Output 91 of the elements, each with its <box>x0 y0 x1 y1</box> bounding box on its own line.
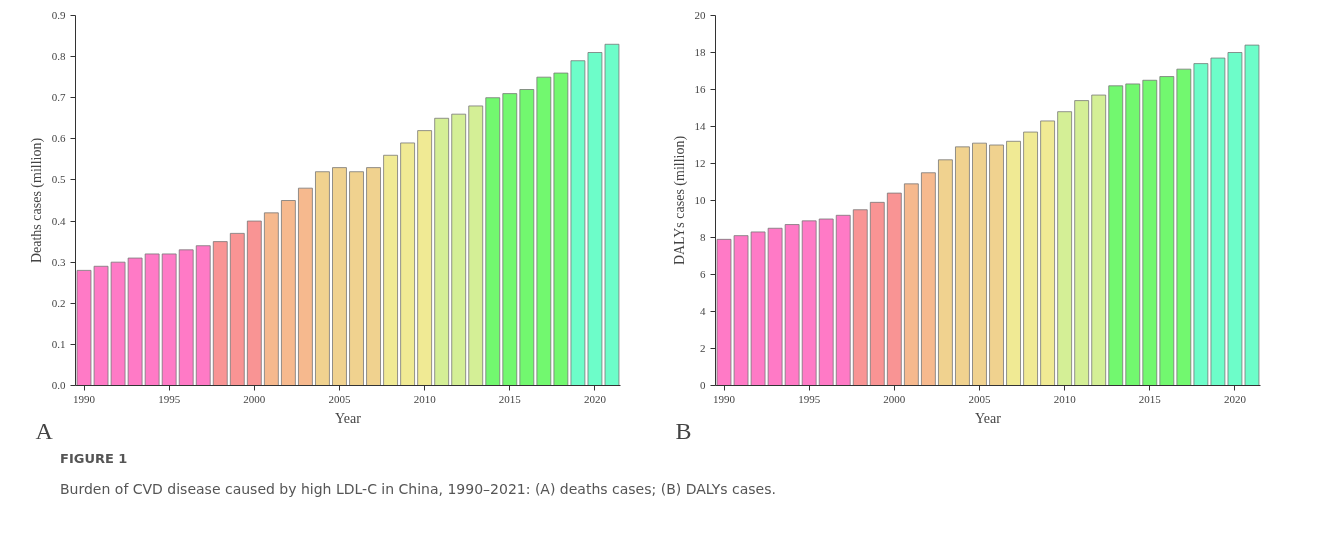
y-axis-title: DALYs cases (million) <box>671 135 688 266</box>
bar <box>1142 79 1158 386</box>
x-tick-label: 2005 <box>968 392 991 405</box>
x-tick-label: 1990 <box>713 392 736 405</box>
y-tick-label: 4 <box>700 305 706 317</box>
x-tick-label: 2015 <box>1138 392 1162 405</box>
bar <box>1176 68 1192 386</box>
bar <box>144 253 160 386</box>
bar <box>1091 94 1107 386</box>
bar <box>1125 83 1141 386</box>
bar <box>1023 131 1038 386</box>
bar <box>955 146 970 386</box>
bar <box>818 218 834 386</box>
bar <box>938 159 953 386</box>
x-tick-label: 2005 <box>328 392 351 405</box>
x-axis-title: Year <box>975 410 1002 426</box>
y-tick-label: 0 <box>700 379 706 391</box>
bar <box>468 105 484 386</box>
y-tick-label: 0.1 <box>51 337 66 350</box>
bar <box>852 209 868 386</box>
bar <box>485 97 501 386</box>
x-tick-label: 2020 <box>1223 392 1247 405</box>
bar <box>784 224 800 386</box>
bar <box>161 253 177 386</box>
y-tick-label: 10 <box>694 194 706 206</box>
bar <box>921 172 936 386</box>
y-tick-label: 0.5 <box>51 173 66 186</box>
x-tick-label: 2015 <box>498 392 522 405</box>
bar <box>989 144 1004 386</box>
y-axis-title: Deaths cases (million) <box>28 137 45 264</box>
y-tick-label: 20 <box>694 9 706 21</box>
bar <box>298 187 313 386</box>
y-tick-label: 8 <box>700 231 706 243</box>
y-tick-label: 0.7 <box>51 91 66 104</box>
bar <box>1006 140 1021 386</box>
bar <box>1040 120 1055 386</box>
x-tick-label: 1995 <box>158 392 181 405</box>
bar <box>383 154 398 386</box>
caption: FIGURE 1 <box>60 450 128 468</box>
y-tick-label: 2 <box>700 342 706 354</box>
bar <box>195 245 211 386</box>
x-tick-label: 2010 <box>413 392 437 405</box>
x-tick-label: 2010 <box>1053 392 1077 405</box>
bar <box>536 76 552 386</box>
y-tick-label: 0.4 <box>51 214 66 227</box>
bar <box>1057 111 1073 386</box>
y-tick-label: 12 <box>694 157 706 169</box>
bar <box>417 130 433 386</box>
bar <box>178 249 194 386</box>
text: Burden of CVD disease caused by high LDL-C in China, 1990–2021: (A) deaths cases; (B) DALYs cases. <box>60 479 776 499</box>
bar <box>869 201 885 386</box>
bar <box>1159 76 1175 386</box>
y-tick-label: 0.2 <box>51 296 66 309</box>
bar <box>246 220 262 386</box>
bar <box>886 192 902 386</box>
x-tick-label: 1995 <box>798 392 821 405</box>
bar <box>835 214 851 386</box>
y-tick-label: 18 <box>694 46 706 58</box>
bar <box>519 89 535 386</box>
y-tick-label: 14 <box>694 120 706 132</box>
x-tick-label: 2000 <box>883 392 906 405</box>
x-tick-label: 2020 <box>583 392 607 405</box>
y-tick-label: 0.3 <box>51 255 66 268</box>
x-tick-label: 2000 <box>243 392 266 405</box>
bar <box>349 171 364 386</box>
y-tick-label: 0.6 <box>51 132 66 145</box>
y-tick-label: 0.0 <box>51 379 66 391</box>
bar <box>502 93 518 386</box>
y-tick-label: 0.9 <box>51 9 66 21</box>
bar <box>903 183 919 386</box>
bar <box>801 220 817 386</box>
x-axis-title: Year <box>335 410 362 426</box>
text: A <box>35 417 54 444</box>
bar <box>1074 100 1090 386</box>
y-tick-label: 16 <box>694 83 706 95</box>
bar <box>229 232 245 386</box>
bar <box>451 113 467 386</box>
text: B <box>675 417 692 444</box>
bar <box>263 212 279 386</box>
x-tick-label: 1990 <box>73 392 96 405</box>
y-tick-label: 0.8 <box>51 50 66 63</box>
bar <box>1108 85 1124 386</box>
bar <box>400 142 415 386</box>
bar <box>332 167 347 386</box>
bar <box>434 117 450 386</box>
bar <box>281 200 296 386</box>
bar <box>315 171 330 386</box>
y-tick-label: 6 <box>700 268 706 280</box>
bar <box>212 241 228 386</box>
bar <box>366 167 381 386</box>
bar <box>972 142 987 386</box>
